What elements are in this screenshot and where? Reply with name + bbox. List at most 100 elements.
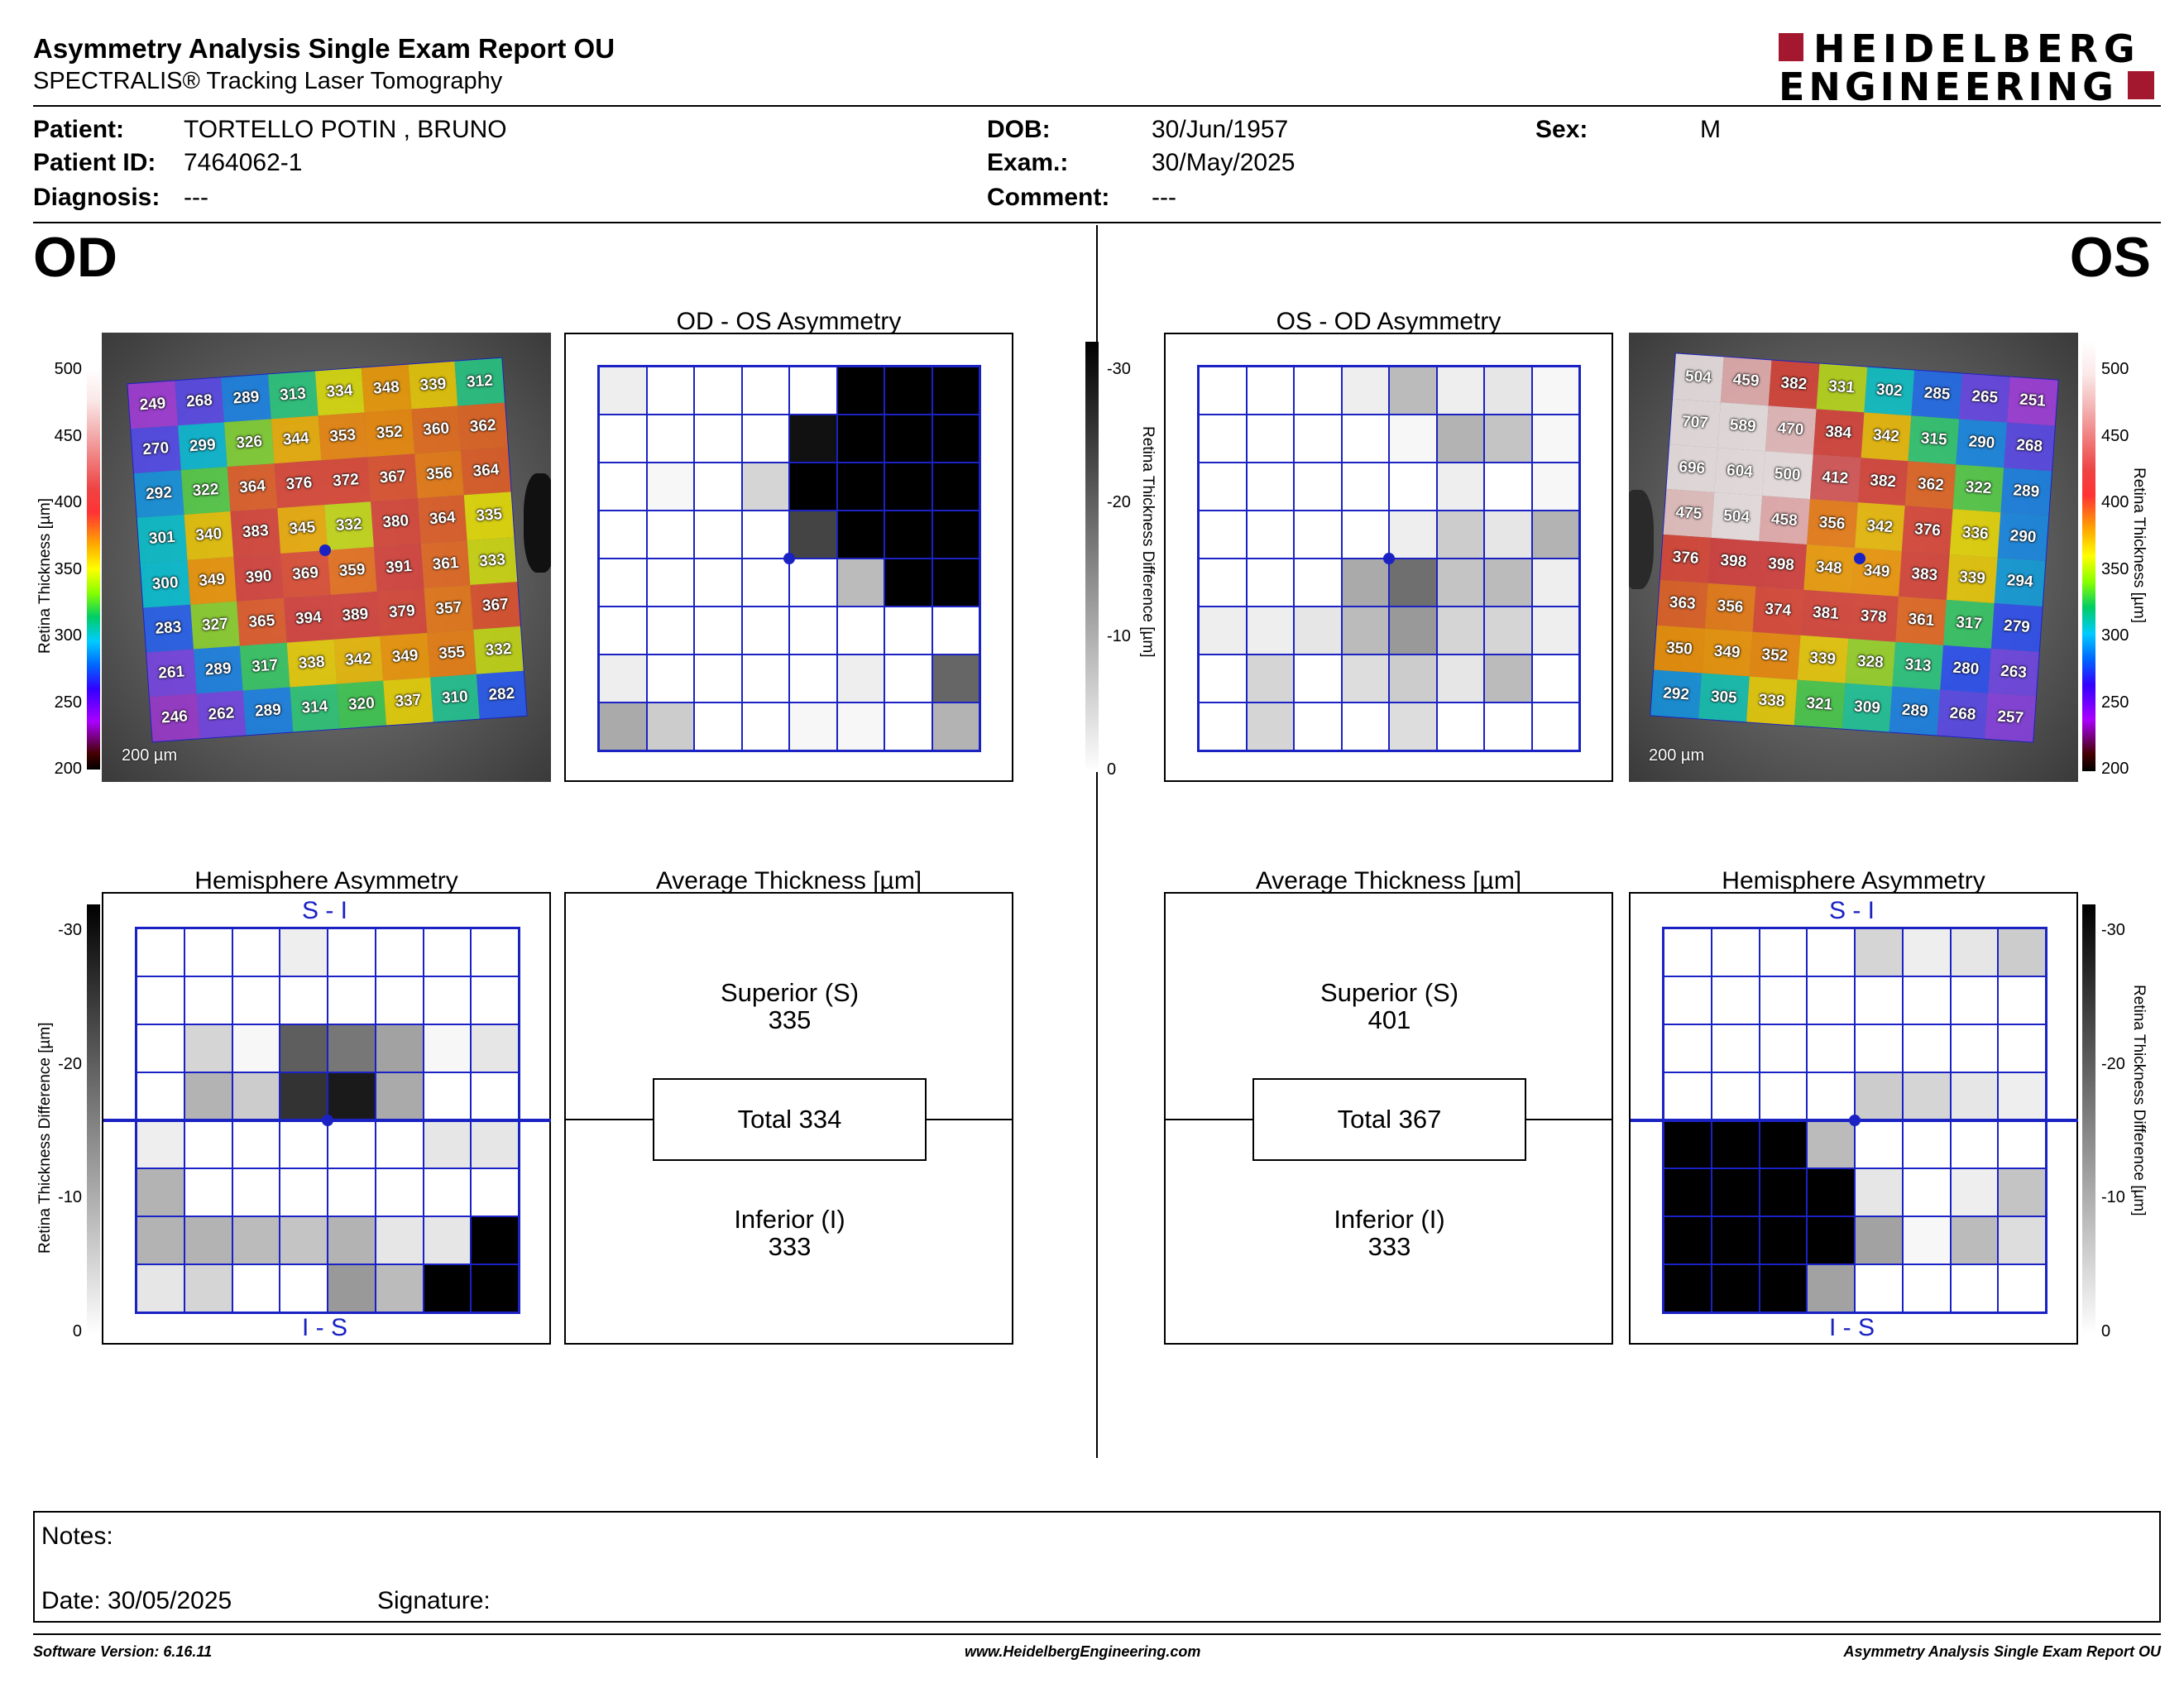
od-hemi-scale-tick: -10: [58, 1188, 82, 1207]
exam-value: 30/May/2025: [1152, 149, 1296, 176]
od-thickness-value: 367: [367, 453, 418, 502]
od-hemi-cell: [471, 1216, 519, 1264]
od-thickness-value: 376: [274, 460, 324, 509]
od-hemi-cell: [280, 1072, 328, 1120]
os-asym-cell: [1436, 415, 1484, 463]
os-hemi-cell: [1807, 1216, 1855, 1264]
info-divider: [33, 222, 2161, 223]
od-avg-title: Average Thickness [µm]: [655, 867, 922, 894]
od-asym-cell: [836, 607, 884, 655]
os-asym-cell: [1484, 463, 1532, 511]
os-asym-cell: [1531, 463, 1579, 511]
od-hemi-cell: [136, 1072, 184, 1120]
od-asym-cell: [694, 559, 742, 607]
od-asym-cell: [741, 703, 789, 750]
od-thickness-value: 349: [380, 632, 430, 681]
os-hemi-cell: [1855, 1024, 1903, 1072]
od-asym-cell: [741, 463, 789, 511]
os-thickness-scale-tick: 250: [2101, 693, 2129, 712]
os-thickness-scale-tick: 350: [2101, 559, 2129, 578]
od-hemi-cell: [328, 1072, 376, 1120]
od-thickness-value: 289: [221, 374, 271, 423]
os-thickness-value: 339: [1797, 635, 1848, 683]
od-hemi-cell: [232, 1264, 280, 1312]
center-diff-scale-tick: -10: [1107, 626, 1131, 645]
od-asym-cell: [646, 607, 694, 655]
od-asym-cell: [836, 655, 884, 703]
od-asym-cell: [646, 367, 694, 415]
logo-line2: ENGINEERING: [1779, 65, 2118, 109]
od-thickness-value: 356: [414, 450, 465, 499]
od-hemi-cell: [328, 1264, 376, 1312]
os-hemi-cell: [1664, 1216, 1712, 1264]
od-hemi-cell: [280, 1024, 328, 1072]
od-asym-cell: [741, 655, 789, 703]
od-thickness-value: 299: [177, 422, 228, 471]
os-hemi-cell: [1759, 976, 1808, 1024]
od-hemi-cell: [136, 1168, 184, 1216]
os-asym-cell: [1436, 703, 1484, 750]
os-hemi-cell: [1855, 1120, 1903, 1168]
os-hemi-cell: [1902, 1264, 1951, 1312]
od-scale-bar: 200 µm: [122, 746, 178, 765]
os-hemi-cell: [1998, 1168, 2046, 1216]
os-hemi-cell: [1807, 1264, 1855, 1312]
os-hemi-cell: [1998, 928, 2046, 976]
od-asym-cell: [884, 655, 932, 703]
od-eye-label: OD: [33, 226, 117, 289]
od-thickness-value: 365: [237, 597, 287, 646]
od-thickness-scale-tick: 300: [54, 626, 82, 645]
od-thickness-value: 322: [180, 467, 231, 516]
footer-divider: [33, 1633, 2161, 1635]
od-hemi-cell: [375, 1264, 424, 1312]
website-link[interactable]: www.HeidelbergEngineering.com: [965, 1643, 1201, 1660]
od-asym-cell: [741, 415, 789, 463]
od-hemi-scale-tick: -30: [58, 921, 82, 939]
od-asym-cell: [884, 703, 932, 750]
od-hemi-cell: [232, 1216, 280, 1264]
od-thickness-value: 383: [230, 508, 281, 557]
os-thickness-value: 604: [1714, 447, 1765, 496]
od-asym-cell: [599, 463, 647, 511]
os-thickness-value: 290: [1997, 512, 2049, 562]
diagnosis-value: ---: [184, 184, 208, 211]
os-asym-cell: [1246, 367, 1294, 415]
od-thickness-scale-tick: 500: [54, 360, 82, 378]
os-asym-cell: [1531, 559, 1579, 607]
os-asym-cell: [1341, 463, 1389, 511]
od-hemi-cell: [232, 1072, 280, 1120]
os-hemi-cell: [1759, 1024, 1808, 1072]
os-thickness-value: 336: [1949, 509, 2001, 559]
os-hemi-cell: [1759, 928, 1808, 976]
od-asym-cell: [884, 415, 932, 463]
center-diff-color-scale: [1085, 342, 1099, 772]
od-thickness-value: 338: [286, 639, 337, 688]
od-asym-cell: [884, 607, 932, 655]
os-thickness-value: 398: [1755, 540, 1807, 590]
os-superior-value: 401: [1367, 1005, 1411, 1034]
od-thickness-value: 344: [271, 415, 321, 464]
comment-label: Comment:: [987, 184, 1110, 211]
od-thickness-scale-label: Retina Thickness [µm]: [36, 498, 54, 654]
od-asym-cell: [789, 463, 837, 511]
od-hemi-cell: [184, 1168, 232, 1216]
od-hemi-cell: [280, 1264, 328, 1312]
od-hemi-title: Hemisphere Asymmetry: [194, 867, 458, 894]
os-hemi-cell: [1807, 1024, 1855, 1072]
od-thickness-value: 339: [408, 361, 458, 410]
od-thickness-scale-tick: 400: [54, 493, 82, 511]
od-hemi-diff-color-scale: [87, 904, 100, 1335]
od-hemi-cell: [280, 1168, 328, 1216]
od-hemi-panel: S - I I - S: [102, 892, 551, 1345]
os-thickness-value: 317: [1943, 599, 1995, 649]
od-hemi-cell: [375, 976, 424, 1024]
os-asym-cell: [1341, 511, 1389, 559]
os-asym-cell: [1484, 559, 1532, 607]
report-subtitle: SPECTRALIS® Tracking Laser Tomography: [33, 68, 503, 94]
os-asym-cell: [1294, 655, 1342, 703]
od-hemi-cell: [471, 1024, 519, 1072]
od-thickness-scale-tick: 250: [54, 693, 82, 712]
od-hemi-cell: [328, 1120, 376, 1168]
od-asym-cell: [789, 607, 837, 655]
os-asym-cell: [1531, 655, 1579, 703]
